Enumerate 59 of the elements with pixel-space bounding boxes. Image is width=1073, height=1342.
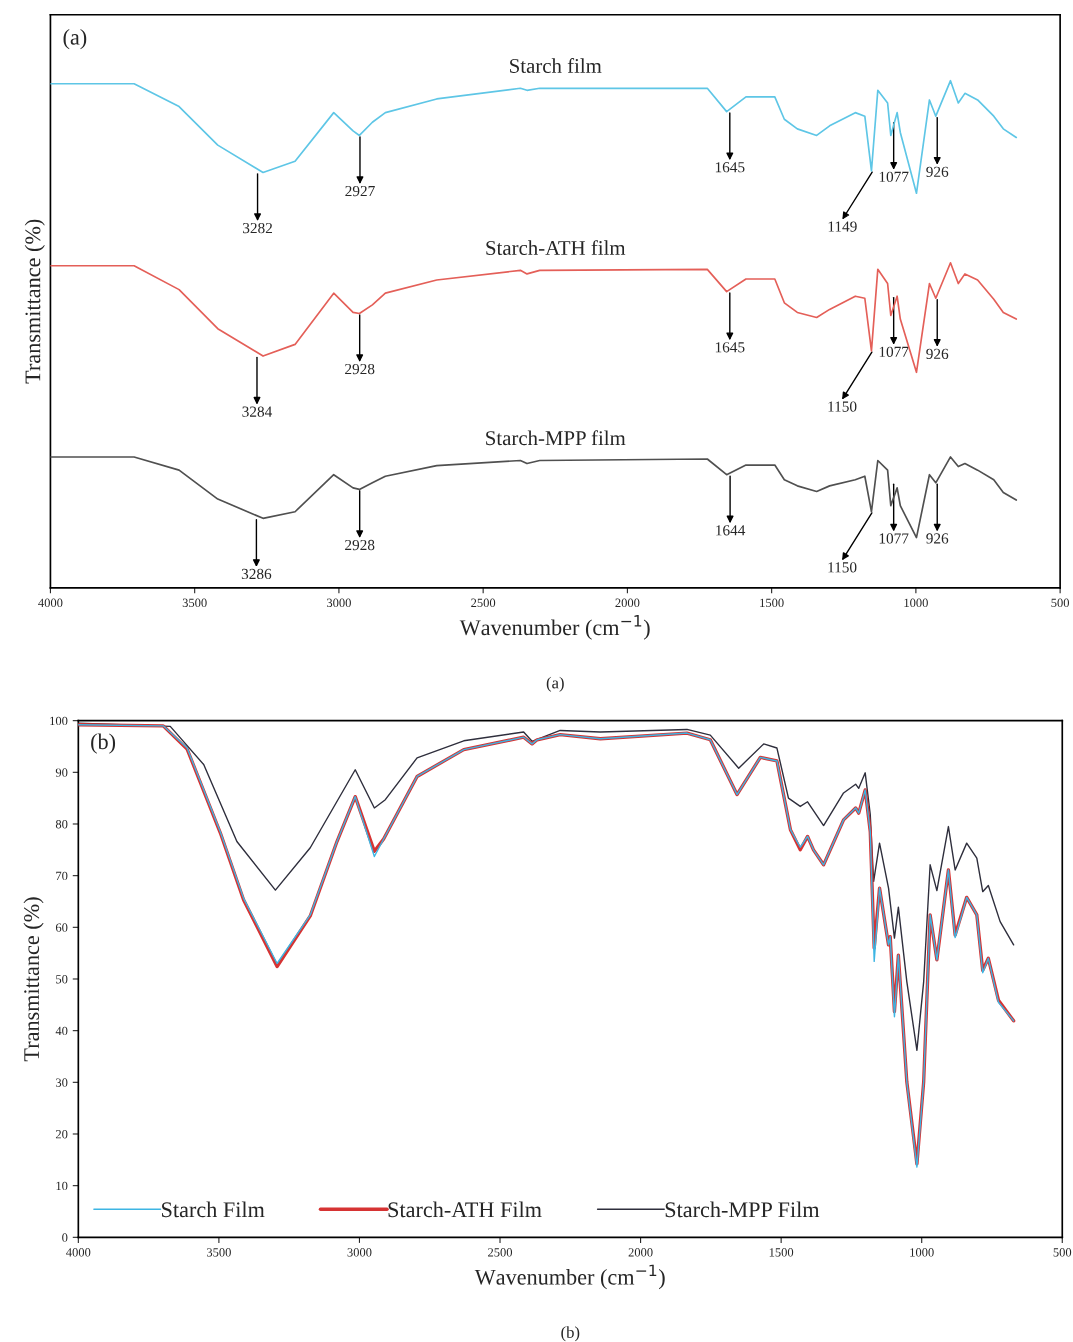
x-tick-label: 4000 <box>38 598 63 608</box>
x-tick-label: 2500 <box>488 1248 513 1257</box>
y-axis-title: Transmittance (%) <box>23 897 44 1062</box>
y-tick-label: 50 <box>56 975 68 984</box>
legend-label: Starch-MPP Film <box>665 1201 820 1218</box>
x-tick-label: 500 <box>1051 598 1070 608</box>
x-tick-label: 3000 <box>347 1248 372 1257</box>
annotation: 1645 <box>715 162 745 173</box>
annotation: 1077 <box>879 171 909 183</box>
y-tick-label: 80 <box>55 820 68 829</box>
x-tick-label: 1000 <box>910 1248 934 1257</box>
y-tick-label: 0 <box>62 1233 68 1242</box>
annotation: 1149 <box>828 221 857 232</box>
x-tick-label: 3000 <box>327 598 351 608</box>
text: (a) <box>63 29 87 50</box>
series-label: Starch-MPP film <box>486 430 626 446</box>
x-axis-title: Wavenumber (cm$^{−1}$) <box>474 1264 665 1290</box>
annotation: 3286 <box>241 568 272 580</box>
y-tick-label: 10 <box>56 1181 68 1191</box>
y-tick-label: 90 <box>55 768 68 777</box>
y-axis-title: Transmittance (%) <box>24 219 45 384</box>
text: (b) <box>561 1326 580 1342</box>
y-tick-label: 60 <box>55 923 68 932</box>
x-tick-label: 1000 <box>904 598 928 608</box>
annotation: (b) <box>91 733 116 754</box>
x-tick-label: 4000 <box>66 1248 91 1257</box>
annotation: 3282 <box>243 222 272 234</box>
x-tick-label: 1500 <box>760 598 784 608</box>
y-tick-label: 30 <box>56 1078 68 1087</box>
series-label: Starch-ATH film <box>486 240 626 255</box>
x-tick-label: 2000 <box>628 1248 653 1257</box>
legend-label: Starch-ATH Film <box>388 1201 542 1218</box>
y-tick-label: 20 <box>55 1130 68 1139</box>
x-tick-label: 1500 <box>769 1248 794 1257</box>
x-tick-label: 500 <box>1053 1248 1072 1257</box>
legend-label: Starch Film <box>162 1201 265 1218</box>
y-tick-label: 70 <box>56 871 68 881</box>
annotation: 1644 <box>716 525 746 536</box>
annotation: 926 <box>926 166 949 177</box>
x-tick-label: 2500 <box>471 598 496 608</box>
x-tick-label: 2000 <box>615 598 640 608</box>
annotation: 3284 <box>242 406 273 417</box>
annotation: 1077 <box>879 346 909 357</box>
annotation: 1645 <box>715 342 745 353</box>
annotation: 1150 <box>828 401 857 412</box>
y-tick-label: 100 <box>50 716 68 726</box>
x-tick-label: 3500 <box>206 1248 231 1257</box>
annotation: 2928 <box>345 539 375 551</box>
annotation: 1077 <box>879 533 909 544</box>
series-label: Starch film <box>510 58 602 73</box>
annotation: 2927 <box>345 185 375 197</box>
annotation: 1150 <box>828 562 857 573</box>
x-tick-label: 3500 <box>182 598 207 608</box>
text: (a) <box>546 676 564 692</box>
annotation: 926 <box>926 533 949 544</box>
annotation: 2928 <box>345 363 375 375</box>
annotation: 926 <box>926 348 949 359</box>
y-tick-label: 40 <box>55 1026 68 1036</box>
x-axis-title: Wavenumber (cm$^{−1}$) <box>459 615 650 640</box>
